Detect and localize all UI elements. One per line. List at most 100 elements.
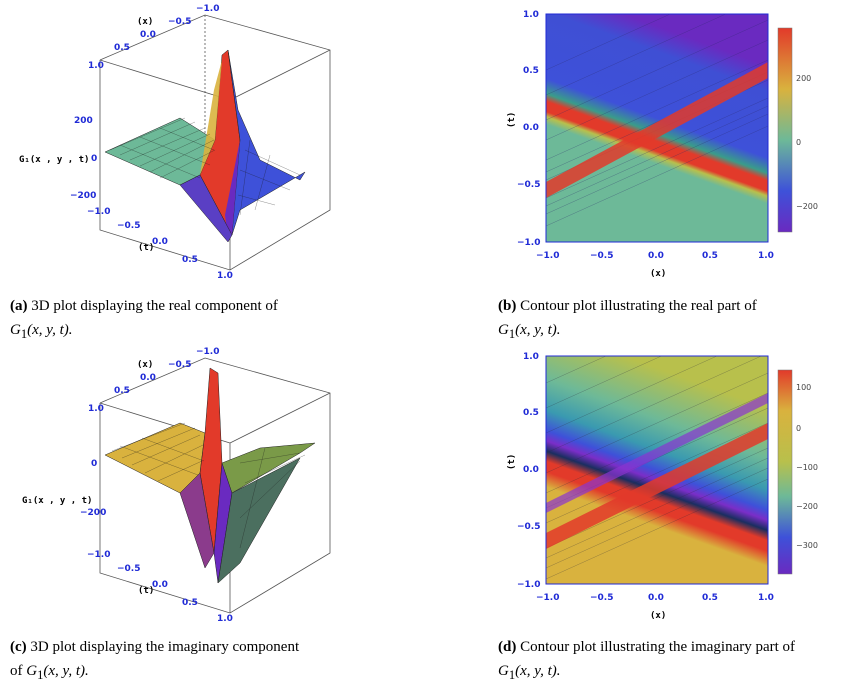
surface-mesh — [104, 49, 306, 243]
caption-d: (d) Contour plot illustrating the imagin… — [498, 635, 848, 687]
z-tick-label: 0 — [91, 154, 97, 164]
caption-args: (x, y, t). — [43, 663, 89, 679]
figure-panel-b: 1.0 0.5 0.0 −0.5 −1.0 (t) −1.0 −0.5 0.0 … — [428, 0, 856, 343]
x-tick-label: 0.5 — [114, 386, 130, 396]
z-tick-label: −200 — [80, 508, 106, 518]
x-tick-label: 0.0 — [648, 593, 664, 603]
x-tick-label: −0.5 — [590, 251, 613, 261]
t-axis-label: (t) — [138, 586, 154, 596]
caption-tag: (a) — [10, 298, 28, 314]
colorbar-tick: −300 — [796, 541, 818, 550]
x-tick-label: 0.5 — [702, 593, 718, 603]
x-tick-label: 0.5 — [702, 251, 718, 261]
caption-a: (a) 3D plot displaying the real componen… — [10, 294, 415, 346]
x-tick-labels: −1.0 −0.5 0.0 0.5 1.0 (x) — [536, 593, 774, 621]
y-tick-labels: 1.0 0.5 0.0 −0.5 −1.0 (t) — [507, 352, 540, 590]
z-axis-label: G₁(x , y , t) — [22, 496, 92, 506]
y-axis-label: (t) — [507, 454, 517, 470]
caption-func: G — [26, 663, 38, 679]
x-axis-label: (x) — [650, 611, 666, 621]
plot-frame — [545, 355, 769, 585]
colorbar — [777, 369, 793, 575]
contour-field — [546, 356, 768, 584]
caption-func: G — [10, 322, 21, 338]
caption-text: Contour plot illustrating the real part … — [520, 298, 757, 314]
t-tick-label: −1.0 — [87, 207, 110, 217]
colorbar-tick: 0 — [796, 138, 801, 147]
caption-func: G — [498, 322, 509, 338]
z-tick-label: 200 — [74, 116, 93, 126]
t-axis-label: (t) — [138, 243, 154, 253]
x-tick-label: −0.5 — [168, 360, 191, 370]
figure-panel-c: 1.0 0.5 0.0 −0.5 −1.0 (x) 0 −200 G₁(x , … — [0, 343, 428, 686]
x-tick-label: 0.0 — [648, 251, 664, 261]
y-tick-label: −1.0 — [517, 580, 540, 590]
caption-sub: 1 — [37, 668, 44, 682]
caption-args: (x, y, t). — [27, 322, 73, 338]
t-tick-labels: −1.0 −0.5 0.0 0.5 1.0 (t) — [87, 550, 233, 624]
caption-sub: 1 — [508, 327, 516, 341]
figure-panel-d: 1.0 0.5 0.0 −0.5 −1.0 (t) −1.0 −0.5 0.0 … — [428, 343, 856, 686]
peak-ridge — [546, 62, 768, 198]
y-tick-label: 0.5 — [523, 66, 539, 76]
x-tick-labels: 1.0 0.5 0.0 −0.5 −1.0 (x) — [88, 4, 219, 71]
z-tick-labels: 0 −200 G₁(x , y , t) — [22, 459, 106, 518]
x-tick-label: −1.0 — [536, 251, 559, 261]
t-tick-label: 0.5 — [182, 255, 198, 265]
y-tick-label: 0.0 — [523, 123, 539, 133]
x-tick-labels: 1.0 0.5 0.0 −0.5 −1.0 (x) — [88, 347, 219, 414]
y-tick-label: 0.0 — [523, 465, 539, 475]
z-tick-label: 0 — [91, 459, 97, 469]
t-tick-labels: −1.0 −0.5 0.0 0.5 1.0 (t) — [87, 207, 233, 281]
caption-sub: 1 — [508, 668, 516, 682]
t-tick-label: −0.5 — [117, 564, 140, 574]
y-tick-label: −0.5 — [517, 180, 540, 190]
x-tick-label: −1.0 — [536, 593, 559, 603]
caption-tag: (b) — [498, 298, 517, 314]
t-tick-label: 1.0 — [217, 271, 233, 281]
caption-b: (b) Contour plot illustrating the real p… — [498, 294, 838, 346]
caption-tag: (c) — [10, 639, 27, 655]
colorbar-tick: 0 — [796, 424, 801, 433]
trough-ridge — [546, 393, 768, 513]
colorbar-tick: 200 — [796, 74, 811, 83]
t-tick-label: −1.0 — [87, 550, 110, 560]
caption-args: (x, y, t). — [515, 322, 561, 338]
x-tick-label: −1.0 — [196, 4, 219, 14]
x-tick-label: 1.0 — [88, 404, 104, 414]
x-tick-label: 0.0 — [140, 373, 156, 383]
colorbar — [777, 27, 793, 233]
colorbar-tick: 100 — [796, 383, 811, 392]
caption-sub: 1 — [20, 327, 28, 341]
caption-func: G — [498, 663, 509, 679]
colorbar-tick: −200 — [796, 502, 818, 511]
peak-ridge — [546, 423, 768, 549]
caption-c: (c) 3D plot displaying the imaginary com… — [10, 635, 415, 687]
x-tick-label: 1.0 — [88, 61, 104, 71]
x-tick-label: 1.0 — [758, 593, 774, 603]
x-axis-label: (x) — [137, 360, 153, 370]
z-tick-labels: 200 0 −200 G₁(x , y , t) — [19, 116, 97, 201]
x-tick-label: −0.5 — [168, 17, 191, 27]
caption-text: Contour plot illustrating the imaginary … — [520, 639, 796, 655]
x-axis-label: (x) — [650, 269, 666, 279]
caption-text-line2: of — [10, 663, 23, 679]
x-tick-label: −1.0 — [196, 347, 219, 357]
t-tick-label: 0.0 — [152, 580, 168, 590]
x-tick-labels: −1.0 −0.5 0.0 0.5 1.0 (x) — [536, 251, 774, 279]
y-tick-labels: 1.0 0.5 0.0 −0.5 −1.0 (t) — [507, 10, 540, 248]
x-axis-label: (x) — [137, 17, 153, 27]
figure-panel-a: 1.0 0.5 0.0 −0.5 −1.0 (x) 200 0 −200 G₁(… — [0, 0, 428, 343]
y-tick-label: 0.5 — [523, 408, 539, 418]
t-tick-label: 0.5 — [182, 598, 198, 608]
x-tick-label: 1.0 — [758, 251, 774, 261]
x-tick-label: 0.5 — [114, 43, 130, 53]
plot-frame — [545, 13, 769, 243]
caption-tag: (d) — [498, 639, 517, 655]
caption-text: 3D plot displaying the imaginary compone… — [30, 639, 300, 655]
caption-text: 3D plot displaying the real component of — [31, 298, 278, 314]
x-tick-label: −0.5 — [590, 593, 613, 603]
colorbar-tick: −200 — [796, 202, 818, 211]
contour-plot-imag: 1.0 0.5 0.0 −0.5 −1.0 (t) −1.0 −0.5 0.0 … — [507, 352, 818, 621]
y-axis-label: (t) — [507, 112, 517, 128]
